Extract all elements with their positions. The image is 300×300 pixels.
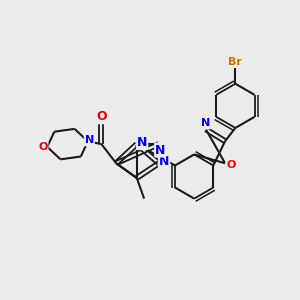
- Text: O: O: [226, 160, 236, 170]
- Text: N: N: [85, 135, 94, 146]
- Text: O: O: [38, 142, 47, 152]
- Text: Br: Br: [229, 57, 242, 67]
- Text: N: N: [155, 143, 166, 157]
- Text: N: N: [137, 136, 147, 149]
- Text: O: O: [96, 110, 107, 123]
- Text: N: N: [201, 118, 210, 128]
- Text: N: N: [159, 155, 169, 168]
